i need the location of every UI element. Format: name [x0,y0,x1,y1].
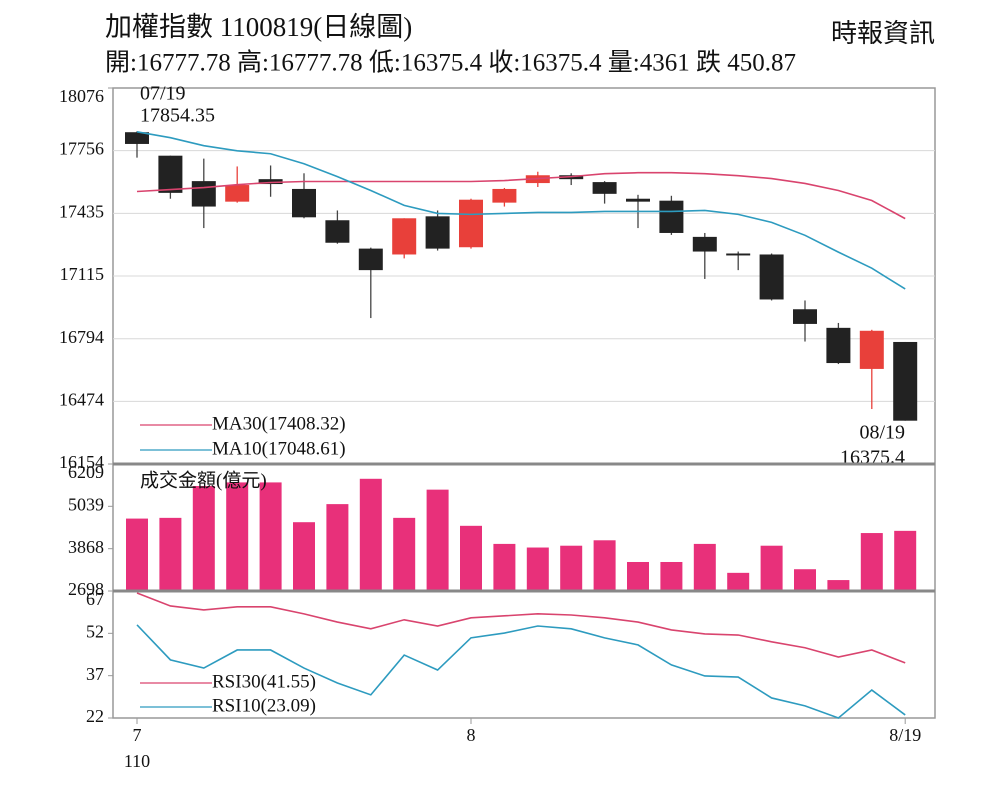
candle-body [258,179,283,185]
bar [894,530,917,591]
y-tick-label: 16474 [59,390,104,410]
candle-body [826,327,851,364]
candle-body [726,253,751,256]
bar [159,517,182,591]
candle-body [893,341,918,421]
legend-label: RSI10(23.09) [212,695,316,716]
bar [126,518,148,591]
y-tick-label: 2698 [68,579,104,599]
x-year-label: 110 [124,751,150,771]
bar [593,540,616,591]
bar [760,545,783,591]
legend-label: RSI30(41.55) [212,671,316,692]
candle-body [292,188,316,218]
frame [112,87,936,719]
bar [860,533,883,591]
ma-line [136,171,906,220]
title: 加權指數 1100819(日線圖) [105,12,412,42]
bar [393,517,416,591]
y-tick-label: 67 [86,589,104,609]
candle-body [125,132,149,144]
bar [560,545,583,591]
bar [794,569,816,591]
legend-label: MA30(17408.32) [212,413,346,434]
bar [627,561,649,591]
y-tick-label: 17115 [60,264,104,284]
bar [827,580,850,591]
candle-body [158,155,183,193]
y-tick-label: 52 [86,621,104,641]
bar [426,489,449,591]
y-tick-label: 16154 [59,452,104,472]
source: 時報資訊 [831,19,935,48]
y-tick-label: 3868 [68,537,104,557]
bar [460,525,482,591]
y-tick-label: 22 [86,706,104,726]
y-tick-label: 17756 [59,139,104,159]
panel-title: 成交金額(億元) [140,469,267,491]
bar [660,561,683,591]
y-tick-label: 6209 [68,462,104,482]
annotation: 08/19 [859,422,905,444]
x-tick-label: 8 [467,725,476,745]
candle-body [425,216,450,249]
rsi-line [136,624,906,719]
ma-line [136,131,906,290]
candle-body [191,181,216,207]
bar [359,478,382,591]
x-tick-label: 7 [133,725,142,745]
candle-body [459,199,483,248]
candle-body [392,218,417,255]
bar [293,522,315,591]
y-tick-label: 17435 [59,202,104,222]
rsi-line [136,592,906,664]
y-tick-label: 16794 [59,327,104,347]
bar [526,547,549,591]
bar [259,482,282,591]
y-tick-label: 5039 [68,494,104,514]
bar [493,543,516,591]
candle-body [492,188,517,203]
candle-body [325,220,350,243]
x-tick-label: 8/19 [889,725,921,745]
bar [226,482,249,591]
y-tick-label: 37 [86,664,104,684]
annotation: 07/19 [140,83,186,105]
candle-body [759,254,784,300]
candle-body [592,182,617,194]
bar [192,486,215,591]
bar [693,543,716,591]
candle-body [659,200,684,233]
annotation: 17854.35 [140,105,215,127]
summary: 開:16777.78 高:16777.78 低:16375.4 收:16375.… [105,49,796,77]
candle-body [692,236,717,252]
bar [727,572,750,591]
legend-label: MA10(17048.61) [212,438,346,459]
candle-body [793,309,817,324]
y-tick-label: 18076 [59,86,104,106]
bar [326,504,349,591]
candle-body [859,330,884,369]
candle-body [225,185,250,202]
candle-body [358,248,383,271]
candle-body [626,198,650,202]
